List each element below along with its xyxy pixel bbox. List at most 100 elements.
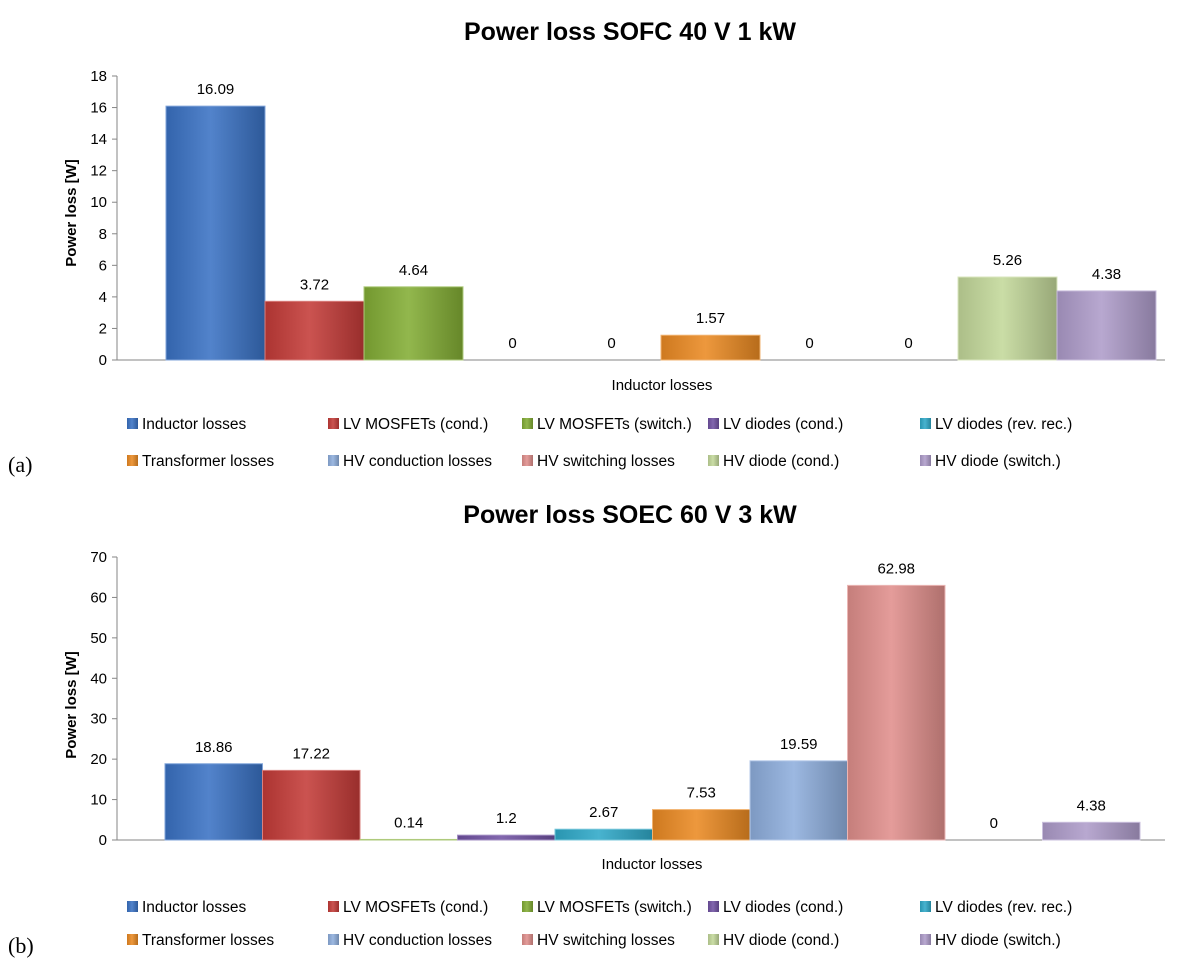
data-label: 0.14 [394, 814, 423, 831]
data-label: 0 [904, 335, 912, 352]
legend-swatch [127, 934, 138, 945]
bar [652, 809, 751, 841]
y-tick-label: 40 [90, 670, 107, 687]
legend: Inductor losses LV MOSFETs (cond.) LV MOSF… [127, 416, 1072, 470]
data-label: 17.22 [292, 745, 330, 762]
y-tick-label: 70 [90, 549, 107, 566]
legend-swatch [920, 418, 931, 429]
legend-label: HV diode (cond.) [723, 453, 839, 470]
legend-swatch [708, 901, 719, 912]
x-category-label: Inductor losses [612, 377, 713, 394]
y-tick-label: 16 [90, 100, 107, 117]
legend-label: LV diodes (cond.) [723, 899, 843, 916]
data-label: 0 [805, 335, 813, 352]
bar [749, 760, 848, 841]
data-label: 4.64 [399, 262, 428, 279]
legend-label: HV diode (switch.) [935, 932, 1061, 949]
y-tick-label: 2 [99, 320, 107, 337]
legend-swatch [522, 455, 533, 466]
bar [262, 769, 361, 841]
panel-a: Power loss SOFC 40 V 1 kW Power loss [W]… [8, 18, 1165, 477]
legend: Inductor losses LV MOSFETs (cond.) LV MOSF… [127, 899, 1072, 949]
data-label: 19.59 [780, 736, 818, 753]
data-label: 0 [607, 335, 615, 352]
y-tick-label: 4 [99, 289, 107, 306]
y-tick-label: 10 [90, 194, 107, 211]
y-tick-label: 12 [90, 163, 107, 180]
data-label: 1.57 [696, 310, 725, 327]
legend-label: LV MOSFETs (switch.) [537, 416, 692, 433]
panel-letter: (a) [8, 452, 32, 477]
legend-swatch [127, 901, 138, 912]
data-label: 7.53 [687, 785, 716, 802]
y-axis-title: Power loss [W] [63, 651, 80, 759]
legend-label: LV diodes (rev. rec.) [935, 899, 1072, 916]
panel-b: Power loss SOEC 60 V 3 kW Power loss [W]… [8, 501, 1165, 958]
legend-label: LV diodes (cond.) [723, 416, 843, 433]
bar [957, 276, 1058, 361]
panel-letter: (b) [8, 933, 34, 958]
plot-area: 0 10 20 30 40 50 60 70 18.86 17.22 0.14 1.2 2.67 7.53… [90, 549, 1165, 849]
chart-title: Power loss SOEC 60 V 3 kW [463, 501, 797, 529]
bar [359, 838, 458, 841]
legend-label: LV MOSFETs (cond.) [343, 899, 488, 916]
legend-swatch [708, 934, 719, 945]
legend-label: LV MOSFETs (switch.) [537, 899, 692, 916]
y-tick-label: 18 [90, 68, 107, 85]
bar [264, 300, 365, 361]
bar [1056, 290, 1157, 361]
legend-swatch [708, 418, 719, 429]
data-label: 5.26 [993, 252, 1022, 269]
legend-label: HV switching losses [537, 932, 675, 949]
data-label: 0 [508, 335, 516, 352]
legend-swatch [328, 934, 339, 945]
data-label: 18.86 [195, 739, 233, 756]
legend-swatch [920, 934, 931, 945]
legend-label: HV diode (cond.) [723, 932, 839, 949]
data-label: 62.98 [877, 560, 915, 577]
legend-label: HV diode (switch.) [935, 453, 1061, 470]
y-tick-label: 30 [90, 711, 107, 728]
data-label: 4.38 [1077, 797, 1106, 814]
data-label: 3.72 [300, 276, 329, 293]
bar [164, 763, 263, 841]
legend-label: Inductor losses [142, 416, 246, 433]
legend-swatch [127, 418, 138, 429]
x-category-label: Inductor losses [602, 856, 703, 873]
legend-label: Transformer losses [142, 932, 274, 949]
y-tick-label: 0 [99, 832, 107, 849]
legend-label: LV MOSFETs (cond.) [343, 416, 488, 433]
bar [457, 834, 556, 841]
y-tick-label: 0 [99, 352, 107, 369]
bar [660, 334, 761, 361]
y-tick-label: 50 [90, 630, 107, 647]
legend-label: LV diodes (rev. rec.) [935, 416, 1072, 433]
bar [847, 584, 946, 841]
y-axis-title: Power loss [W] [63, 159, 80, 267]
legend-swatch [920, 901, 931, 912]
legend-swatch [522, 934, 533, 945]
legend-label: HV conduction losses [343, 453, 492, 470]
legend-swatch [708, 455, 719, 466]
legend-label: HV switching losses [537, 453, 675, 470]
y-tick-label: 14 [90, 131, 107, 148]
legend-swatch [328, 901, 339, 912]
y-tick-label: 10 [90, 792, 107, 809]
y-tick-label: 20 [90, 751, 107, 768]
data-label: 16.09 [197, 81, 235, 98]
chart-title: Power loss SOFC 40 V 1 kW [464, 18, 796, 46]
legend-swatch [522, 901, 533, 912]
legend-label: HV conduction losses [343, 932, 492, 949]
bar [165, 105, 266, 361]
bar [1042, 821, 1141, 841]
plot-area: 0 2 4 6 8 10 12 14 16 18 16.09 3.72 4.64 0 0 1.57 0 0 5.26… [90, 68, 1165, 369]
bar [554, 828, 653, 841]
y-tick-label: 6 [99, 257, 107, 274]
legend-label: Transformer losses [142, 453, 274, 470]
legend-swatch [127, 455, 138, 466]
legend-swatch [522, 418, 533, 429]
bar [363, 286, 464, 361]
legend-swatch [328, 418, 339, 429]
data-label: 2.67 [589, 804, 618, 821]
